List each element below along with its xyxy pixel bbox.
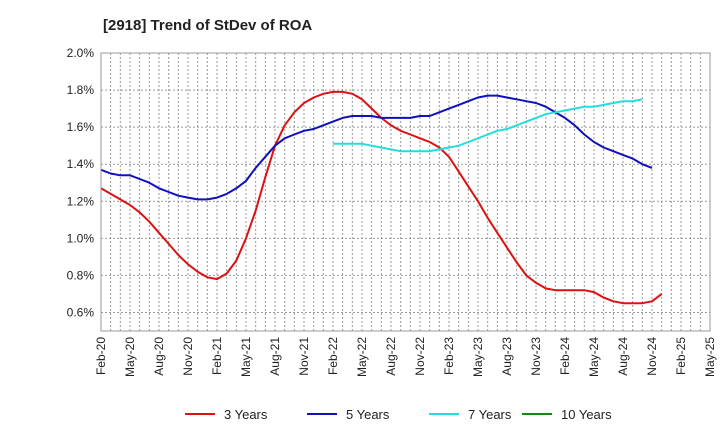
x-tick-label: Aug-23 <box>500 337 514 376</box>
x-tick-label: Aug-24 <box>616 337 630 376</box>
legend-label-5-years: 5 Years <box>346 407 390 422</box>
x-tick-label: May-23 <box>471 337 485 377</box>
x-tick-label: Feb-24 <box>558 337 572 375</box>
x-axis: Feb-20 May-20 Aug-20 Nov-20 Feb-21 May-21 Aug-… <box>94 337 717 377</box>
x-tick-label: May-21 <box>239 337 253 377</box>
x-tick-label: May-25 <box>703 337 717 377</box>
y-tick-label: 0.8% <box>67 268 95 282</box>
x-tick-label: Feb-21 <box>210 337 224 375</box>
x-tick-label: Feb-25 <box>674 337 688 375</box>
x-tick-label: Nov-24 <box>645 337 659 376</box>
legend-label-10-years: 10 Years <box>561 407 612 422</box>
x-tick-label: May-22 <box>355 337 369 377</box>
y-tick-label: 2.0% <box>67 46 95 60</box>
chart-title: [2918] Trend of StDev of ROA <box>103 17 312 34</box>
plot-frame <box>100 52 711 332</box>
x-tick-label: Feb-23 <box>442 337 456 375</box>
grid <box>100 52 711 331</box>
x-tick-label: Aug-22 <box>384 337 398 376</box>
y-tick-label: 0.6% <box>67 305 95 319</box>
x-tick-label: Feb-20 <box>94 337 108 375</box>
y-tick-label: 1.0% <box>67 231 95 245</box>
x-tick-label: Aug-21 <box>268 337 282 376</box>
x-tick-label: May-24 <box>587 337 601 377</box>
legend: 3 Years 5 Years 7 Years 10 Years <box>185 407 612 422</box>
x-tick-label: May-20 <box>123 337 137 377</box>
x-tick-label: Nov-22 <box>413 337 427 376</box>
x-tick-label: Nov-20 <box>181 337 195 376</box>
y-tick-label: 1.8% <box>67 83 95 97</box>
series-group <box>100 90 663 305</box>
series-line-5-years <box>100 94 653 201</box>
series-line-7-years <box>333 98 643 153</box>
x-tick-label: Aug-20 <box>152 337 166 376</box>
legend-label-3-years: 3 Years <box>224 407 268 422</box>
y-tick-label: 1.4% <box>67 157 95 171</box>
y-tick-label: 1.2% <box>67 194 95 208</box>
x-tick-label: Feb-22 <box>326 337 340 375</box>
x-tick-label: Nov-23 <box>529 337 543 376</box>
y-axis: 2.0% 1.8% 1.6% 1.4% 1.2% 1.0% 0.8% 0.6% <box>67 46 95 319</box>
y-tick-label: 1.6% <box>67 120 95 134</box>
legend-label-7-years: 7 Years <box>468 407 512 422</box>
x-tick-label: Nov-21 <box>297 337 311 376</box>
